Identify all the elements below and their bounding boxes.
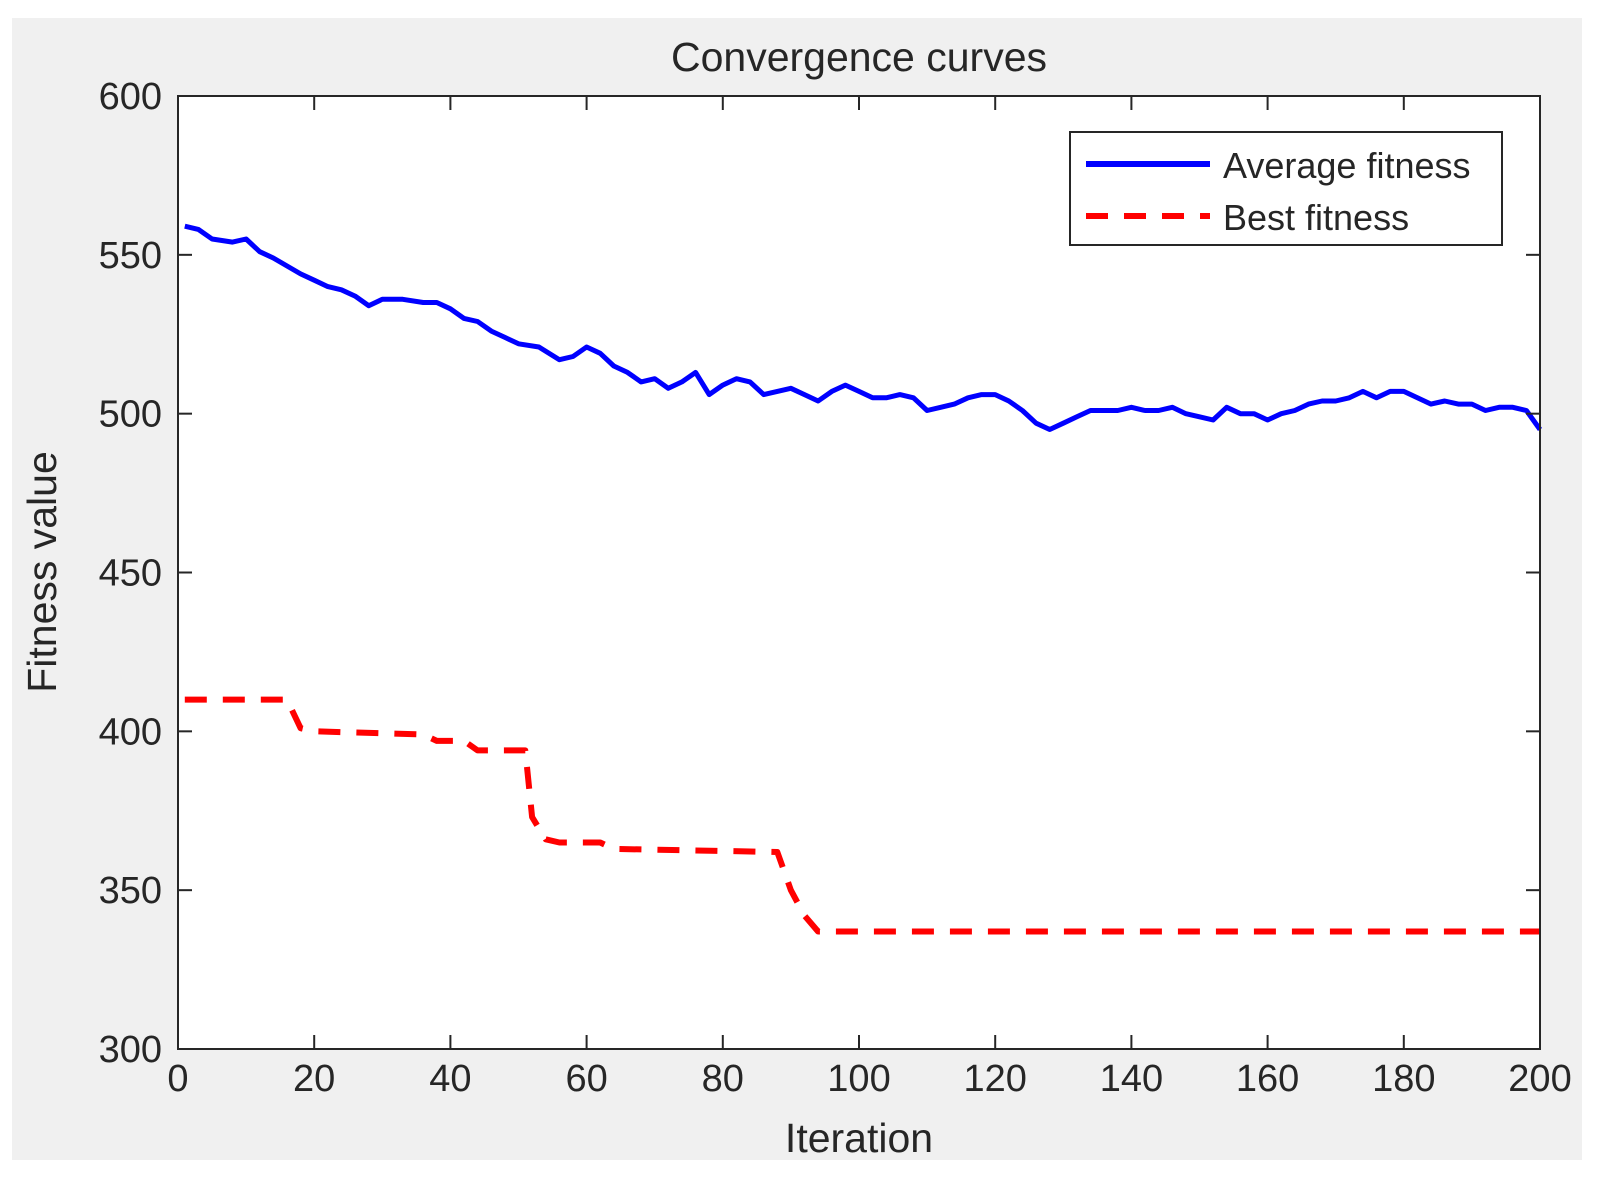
x-tick-label: 20 [293,1058,335,1100]
series-layer [184,223,1543,935]
axes-box [177,95,1541,1050]
legend: Average fitness Best fitness [1069,131,1503,246]
x-tick-label: 200 [1508,1058,1571,1100]
ticks-layer: 0 20 40 60 80 100 120 140 160 180 200 300 350 400 450 5… [99,76,1572,1100]
x-tick-label: 140 [1100,1058,1163,1100]
legend-label-average: Average fitness [1223,145,1470,186]
x-tick-label: 180 [1372,1058,1435,1100]
x-tick-label: 60 [565,1058,607,1100]
y-tick-label: 500 [99,394,162,436]
y-tick-label: 350 [99,870,162,912]
y-tick-label: 400 [99,711,162,753]
y-tick-label: 550 [99,235,162,277]
y-axis-label: Fitness value [19,451,65,693]
series-line-best-fitness [184,696,1540,935]
x-axis-label: Iteration [785,1115,933,1161]
legend-box [1069,131,1503,246]
x-tick-label: 100 [827,1058,890,1100]
x-tick-label: 80 [702,1058,744,1100]
x-tick-label: 0 [167,1058,188,1100]
y-tick-label: 300 [99,1029,162,1071]
legend-label-best: Best fitness [1223,197,1409,238]
x-tick-label: 160 [1236,1058,1299,1100]
y-tick-label: 450 [99,553,162,595]
y-tick-label: 600 [99,76,162,118]
x-tick-label: 40 [429,1058,471,1100]
axes-background [178,96,1540,1049]
x-tick-label: 120 [963,1058,1026,1100]
series-line-average-fitness [184,223,1543,432]
chart-title: Convergence curves [671,34,1047,80]
